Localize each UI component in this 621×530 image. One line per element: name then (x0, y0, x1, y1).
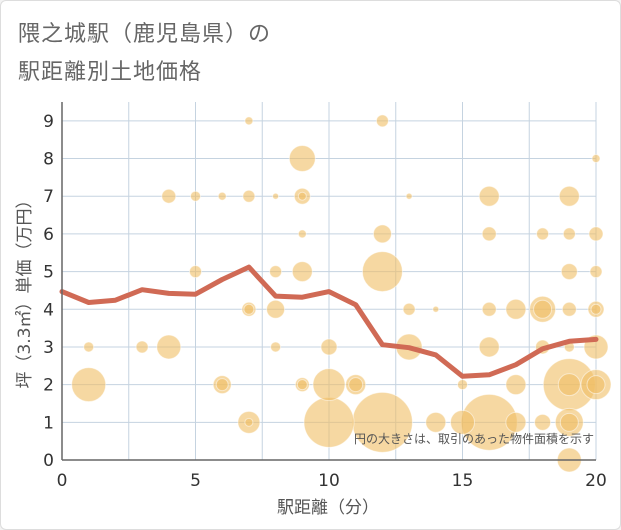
data-bubble (478, 336, 500, 358)
data-bubble (591, 154, 601, 164)
x-tick-label: 10 (318, 471, 340, 491)
y-tick-label: 8 (43, 150, 54, 170)
data-bubble (559, 412, 579, 432)
data-bubble (372, 224, 392, 244)
y-tick-label: 1 (43, 413, 54, 433)
data-bubble (243, 303, 255, 315)
y-tick-label: 6 (43, 225, 54, 245)
data-bubble (266, 299, 286, 319)
data-bubble (270, 341, 282, 353)
data-bubble (536, 227, 550, 241)
data-bubble (348, 377, 364, 393)
data-bubble (586, 375, 606, 395)
data-bubble (425, 411, 447, 433)
bubble-series (71, 114, 612, 473)
y-tick-label: 9 (43, 112, 54, 132)
data-bubble (161, 188, 177, 204)
y-tick-label: 3 (43, 338, 54, 358)
data-bubble (217, 191, 227, 201)
data-bubble (402, 302, 416, 316)
data-bubble (533, 299, 553, 319)
y-tick-label: 0 (43, 451, 54, 471)
data-bubble (296, 379, 308, 391)
data-bubble (244, 116, 254, 126)
data-bubble (361, 251, 403, 293)
y-tick-label: 5 (43, 263, 54, 283)
size-note: 円の大きさは、取引のあった物件面積を示す (354, 431, 594, 446)
data-bubble (560, 263, 578, 281)
trend-series (59, 264, 599, 379)
data-bubble (590, 303, 602, 315)
tick-labels: 0 1 2 3 4 5 6 7 8 9 0 5 10 15 20 (43, 112, 607, 491)
data-bubble (190, 190, 201, 202)
data-bubble (558, 185, 580, 207)
data-bubble (303, 396, 355, 448)
data-bubble (297, 229, 307, 239)
data-bubble (297, 191, 307, 201)
data-bubble (244, 417, 254, 427)
data-bubble (557, 373, 581, 397)
y-axis-title: 坪（3.3㎡）単価（万円） (15, 191, 35, 388)
data-bubble (505, 374, 527, 396)
y-tick-label: 7 (43, 187, 54, 207)
chart-subtitle: 駅距離別土地価格 (18, 60, 203, 85)
data-bubble (269, 265, 283, 279)
data-bubble (242, 189, 256, 203)
y-tick-label: 4 (43, 300, 54, 320)
data-bubble (320, 338, 338, 356)
data-bubble (534, 413, 552, 431)
data-bubble (312, 368, 346, 402)
data-bubble (505, 411, 527, 433)
data-bubble (562, 227, 576, 241)
data-bubble (83, 341, 95, 353)
x-tick-label: 0 (57, 471, 68, 491)
x-tick-label: 15 (452, 471, 474, 491)
data-bubble (135, 340, 149, 354)
data-bubble (189, 265, 202, 279)
data-bubble (561, 301, 577, 317)
data-bubble (156, 334, 182, 360)
x-tick-label: 20 (585, 471, 607, 491)
data-bubble (505, 298, 527, 320)
data-bubble (215, 378, 229, 392)
data-bubble (291, 261, 313, 283)
data-bubble (588, 226, 604, 242)
data-bubble (481, 301, 497, 317)
x-tick-label: 5 (190, 471, 201, 491)
x-axis-title: 駅距離（分） (277, 498, 379, 518)
data-bubble (481, 226, 497, 242)
data-bubble (288, 145, 316, 173)
data-bubble (432, 305, 440, 313)
data-bubble (450, 409, 475, 435)
trend-line (59, 264, 599, 379)
data-bubble (375, 114, 389, 128)
chart-title: 隈之城駅（鹿児島県）の (18, 22, 272, 47)
axes (61, 102, 596, 461)
data-bubble (589, 265, 603, 279)
data-bubble (405, 192, 413, 200)
y-tick-label: 2 (43, 376, 54, 396)
data-bubble (478, 185, 500, 207)
data-bubble (71, 367, 107, 403)
data-bubble (457, 379, 468, 391)
data-bubble (272, 192, 280, 200)
